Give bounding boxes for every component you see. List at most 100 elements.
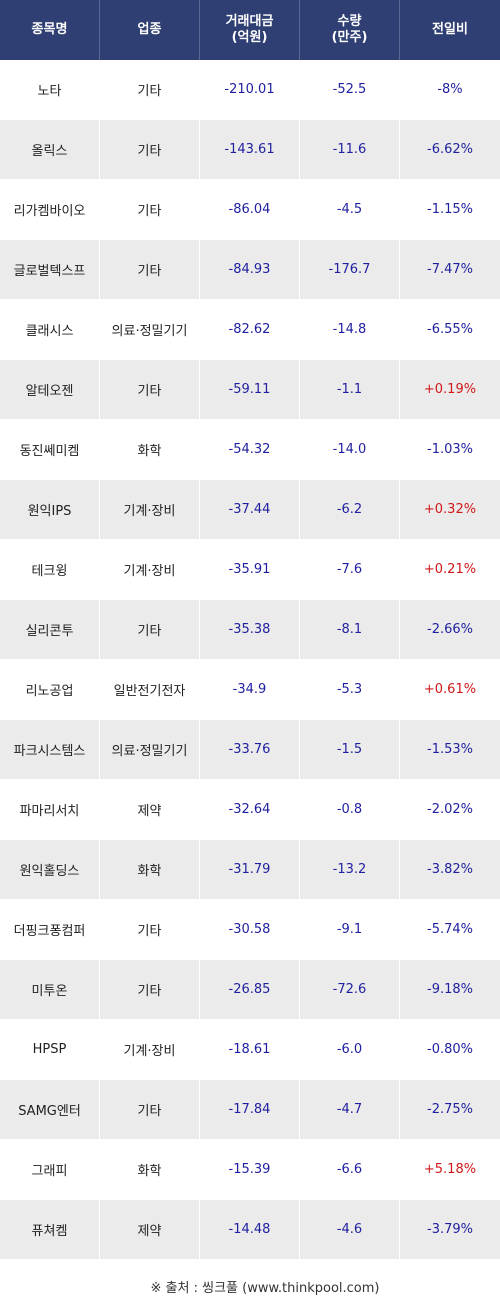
volume-cell: -0.8 [300, 780, 400, 839]
sector-cell: 기타 [100, 240, 200, 299]
sector-cell: 기타 [100, 900, 200, 959]
sector-cell: 기계·장비 [100, 540, 200, 599]
stock-name-cell: 파마리서치 [0, 780, 100, 839]
volume-cell: -9.1 [300, 900, 400, 959]
table-header: 종목명 업종 거래대금 (억원) 수량 (만주) 전일비 [0, 0, 500, 60]
sector-cell: 제약 [100, 1200, 200, 1259]
stock-name-cell: 리가켐바이오 [0, 180, 100, 239]
volume-cell: -4.6 [300, 1200, 400, 1259]
sector-cell: 기타 [100, 960, 200, 1019]
trade-amount-cell: -37.44 [200, 480, 300, 539]
volume-cell: -14.8 [300, 300, 400, 359]
stock-name-cell: 그래피 [0, 1140, 100, 1199]
table-row: 클래시스 의료·정밀기기 -82.62 -14.8 -6.55% [0, 300, 500, 360]
trade-amount-cell: -59.11 [200, 360, 300, 419]
change-cell: +0.19% [423, 382, 477, 397]
volume-cell: -5.3 [300, 660, 400, 719]
volume-cell: -6.0 [300, 1020, 400, 1079]
trade-amount-cell: -210.01 [200, 60, 300, 119]
table-row: 알테오젠 기타 -59.11 -1.1 +0.19% [0, 360, 500, 420]
change-cell: -2.02% [427, 802, 473, 817]
volume-cell: -14.0 [300, 420, 400, 479]
change-cell: -7.47% [427, 262, 473, 277]
stock-name-cell: 알테오젠 [0, 360, 100, 419]
column-header-sector: 업종 [100, 0, 200, 60]
table-row: SAMG엔터 기타 -17.84 -4.7 -2.75% [0, 1080, 500, 1140]
change-cell: -6.55% [427, 322, 473, 337]
sector-cell: 화학 [100, 840, 200, 899]
trade-amount-cell: -15.39 [200, 1140, 300, 1199]
trade-amount-cell: -35.91 [200, 540, 300, 599]
table-row: 테크윙 기계·장비 -35.91 -7.6 +0.21% [0, 540, 500, 600]
column-header-volume-unit: (만주) [331, 30, 368, 45]
change-cell: -6.62% [427, 142, 473, 157]
table-row: 리노공업 일반전기전자 -34.9 -5.3 +0.61% [0, 660, 500, 720]
table-row: 파마리서치 제약 -32.64 -0.8 -2.02% [0, 780, 500, 840]
volume-cell: -1.5 [300, 720, 400, 779]
trade-amount-cell: -17.84 [200, 1080, 300, 1139]
stock-name-cell: 퓨쳐켐 [0, 1200, 100, 1259]
volume-cell: -72.6 [300, 960, 400, 1019]
sector-cell: 기타 [100, 180, 200, 239]
sector-cell: 기계·장비 [100, 480, 200, 539]
volume-cell: -4.7 [300, 1080, 400, 1139]
source-footer: ※ 출처 : 씽크풀 (www.thinkpool.com) [0, 1260, 500, 1312]
trade-amount-cell: -30.58 [200, 900, 300, 959]
stock-name-cell: 동진쎄미켐 [0, 420, 100, 479]
stock-name-cell: 원익홀딩스 [0, 840, 100, 899]
column-header-amount-label: 거래대금 [225, 14, 274, 29]
volume-cell: -1.1 [300, 360, 400, 419]
table-row: 올릭스 기타 -143.61 -11.6 -6.62% [0, 120, 500, 180]
sector-cell: 기타 [100, 600, 200, 659]
stock-name-cell: HPSP [0, 1020, 100, 1079]
table-row: 실리콘투 기타 -35.38 -8.1 -2.66% [0, 600, 500, 660]
trade-amount-cell: -143.61 [200, 120, 300, 179]
stock-name-cell: SAMG엔터 [0, 1080, 100, 1139]
change-cell: -1.03% [427, 442, 473, 457]
volume-cell: -52.5 [300, 60, 400, 119]
table-row: 파크시스템스 의료·정밀기기 -33.76 -1.5 -1.53% [0, 720, 500, 780]
trade-amount-cell: -35.38 [200, 600, 300, 659]
volume-cell: -6.6 [300, 1140, 400, 1199]
volume-cell: -8.1 [300, 600, 400, 659]
sector-cell: 제약 [100, 780, 200, 839]
column-header-sector-label: 업종 [137, 22, 162, 37]
table-row: 리가켐바이오 기타 -86.04 -4.5 -1.15% [0, 180, 500, 240]
sector-cell: 기타 [100, 360, 200, 419]
table-row: 동진쎄미켐 화학 -54.32 -14.0 -1.03% [0, 420, 500, 480]
table-row: 퓨쳐켐 제약 -14.48 -4.6 -3.79% [0, 1200, 500, 1260]
change-cell: +0.32% [423, 502, 477, 517]
stock-name-cell: 글로벌텍스프 [0, 240, 100, 299]
volume-cell: -176.7 [300, 240, 400, 299]
change-cell: -8% [437, 82, 463, 97]
volume-cell: -6.2 [300, 480, 400, 539]
change-cell: -2.75% [427, 1102, 473, 1117]
column-header-name-label: 종목명 [31, 22, 68, 37]
change-cell: +0.61% [423, 682, 477, 697]
table-body: 노타 기타 -210.01 -52.5 -8% 올릭스 기타 -143.61 -11.6 -6.6… [0, 60, 500, 1260]
trade-amount-cell: -34.9 [200, 660, 300, 719]
trade-amount-cell: -82.62 [200, 300, 300, 359]
table-row: 원익홀딩스 화학 -31.79 -13.2 -3.82% [0, 840, 500, 900]
column-header-volume-label: 수량 [337, 14, 362, 29]
column-header-amount-unit: (억원) [231, 30, 268, 45]
stock-table: 종목명 업종 거래대금 (억원) 수량 (만주) 전일비 노타 기타 -210.01… [0, 0, 500, 1260]
sector-cell: 기타 [100, 120, 200, 179]
change-cell: -3.82% [427, 862, 473, 877]
change-cell: -1.15% [427, 202, 473, 217]
change-cell: -2.66% [427, 622, 473, 637]
table-row: HPSP 기계·장비 -18.61 -6.0 -0.80% [0, 1020, 500, 1080]
volume-cell: -11.6 [300, 120, 400, 179]
stock-name-cell: 원익IPS [0, 480, 100, 539]
change-cell: -9.18% [427, 982, 473, 997]
stock-name-cell: 더핑크퐁컴퍼 [0, 900, 100, 959]
volume-cell: -4.5 [300, 180, 400, 239]
stock-name-cell: 테크윙 [0, 540, 100, 599]
stock-name-cell: 리노공업 [0, 660, 100, 719]
sector-cell: 기타 [100, 1080, 200, 1139]
trade-amount-cell: -54.32 [200, 420, 300, 479]
table-row: 글로벌텍스프 기타 -84.93 -176.7 -7.47% [0, 240, 500, 300]
change-cell: -0.80% [427, 1042, 473, 1057]
change-cell: -5.74% [427, 922, 473, 937]
column-header-change: 전일비 [400, 0, 500, 60]
